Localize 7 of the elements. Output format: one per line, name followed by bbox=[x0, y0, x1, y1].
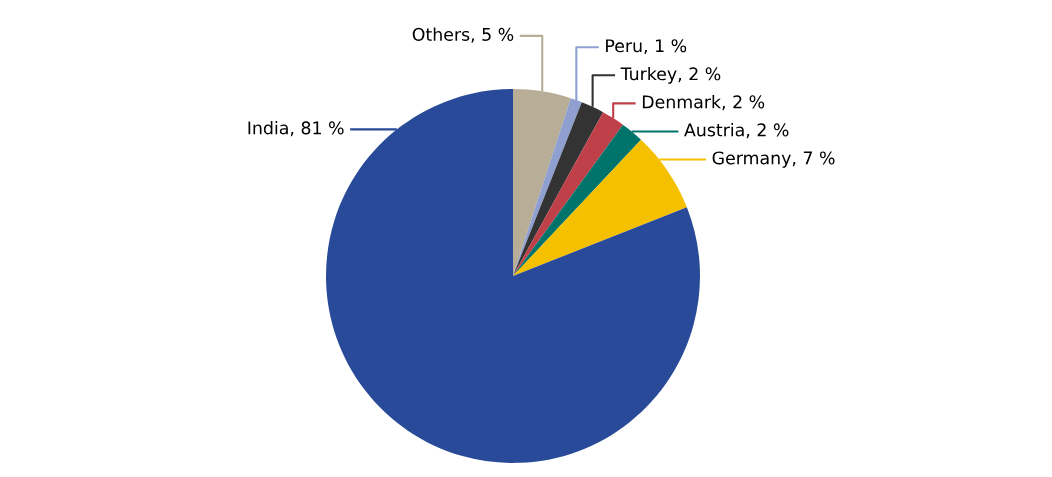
slice-label: Denmark, 2 % bbox=[642, 94, 765, 111]
slice-label: Austria, 2 % bbox=[684, 123, 789, 139]
slice-label: India, 81 % bbox=[248, 120, 344, 137]
slice-label: Turkey, 2 % bbox=[620, 66, 721, 84]
slice-label: Germany, 7 % bbox=[712, 151, 835, 168]
slice-label: Others, 5 % bbox=[412, 27, 514, 43]
slice-label: Peru, 1 % bbox=[606, 39, 687, 55]
